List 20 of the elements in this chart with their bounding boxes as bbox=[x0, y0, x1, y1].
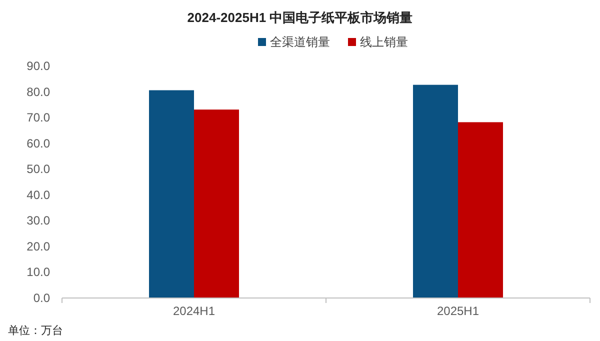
y-tick-label: 10.0 bbox=[26, 265, 50, 280]
y-tick-label: 80.0 bbox=[26, 84, 50, 99]
y-tick-label: 60.0 bbox=[26, 136, 50, 150]
text: 单位：万台 bbox=[8, 324, 63, 337]
bar bbox=[458, 122, 503, 298]
legend-label: 线上销量 bbox=[360, 35, 408, 49]
x-tick-label: 2025H1 bbox=[436, 304, 480, 318]
y-tick-label: 90.0 bbox=[26, 59, 50, 73]
x-tick-label: 2024H1 bbox=[172, 304, 216, 318]
bar bbox=[194, 110, 239, 298]
y-tick-label: 70.0 bbox=[26, 110, 50, 125]
y-tick-label: 20.0 bbox=[26, 239, 50, 254]
y-tick-label: 30.0 bbox=[26, 214, 50, 228]
y-tick-label: 40.0 bbox=[26, 188, 50, 202]
chart-title: 2024-2025H1 中国电子纸平板市场销量 bbox=[187, 10, 413, 25]
y-tick-label: 0.0 bbox=[33, 291, 50, 305]
bar bbox=[149, 90, 194, 298]
legend-label: 全渠道销量 bbox=[270, 35, 330, 49]
y-tick-label: 50.0 bbox=[26, 162, 50, 176]
bar bbox=[413, 84, 458, 298]
